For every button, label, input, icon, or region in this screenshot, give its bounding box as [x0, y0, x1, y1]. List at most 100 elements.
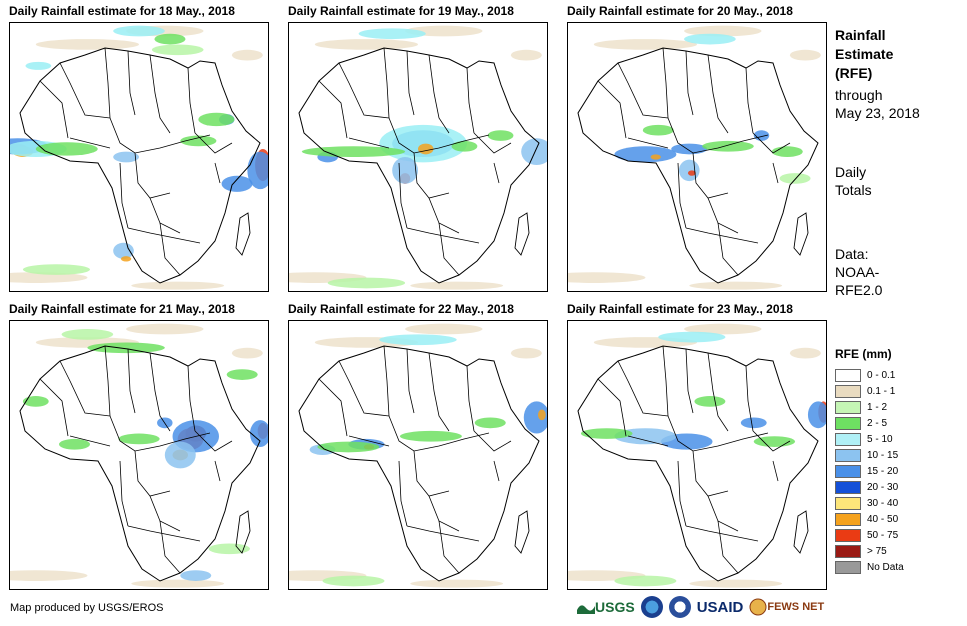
rain-area	[392, 157, 418, 184]
africa-outline	[19, 47, 261, 284]
usgs-text: USGS	[595, 599, 635, 615]
panel-title: Daily Rainfall estimate for 20 May., 201…	[567, 4, 793, 18]
rain-area	[22, 396, 49, 407]
rain-area	[650, 154, 661, 160]
country-border	[149, 352, 171, 432]
rain-area	[87, 342, 165, 354]
rain-area	[789, 347, 821, 359]
legend-swatch	[835, 496, 861, 510]
usaid-logo: USAID	[696, 598, 744, 616]
country-border	[159, 520, 181, 574]
country-border	[127, 348, 136, 414]
rain-area	[25, 61, 52, 70]
africa-outline	[577, 345, 819, 582]
country-border	[717, 222, 739, 276]
country-border	[398, 460, 408, 527]
rain-area	[35, 39, 139, 50]
africa-outline	[298, 345, 540, 582]
daily-label: Daily	[835, 164, 867, 180]
rain-area	[580, 428, 633, 439]
legend-swatch	[835, 560, 861, 574]
rain-area	[614, 575, 677, 587]
country-border	[772, 162, 779, 184]
country-border	[338, 62, 390, 119]
country-border	[667, 415, 769, 452]
legend-title: RFE (mm)	[835, 347, 892, 361]
fews-globe-icon	[749, 598, 767, 616]
country-border	[194, 132, 233, 154]
rain-area	[702, 140, 754, 152]
country-border	[662, 47, 669, 119]
country-border	[194, 430, 233, 452]
rain-area	[61, 329, 114, 340]
legend: RFE (mm) 0 - 0.1 0.1 - 1 1 - 2 2 - 5 5 - 10 1…	[835, 347, 904, 575]
country-border	[772, 460, 779, 482]
legend-swatch	[835, 368, 861, 382]
rain-area	[198, 112, 235, 127]
madagascar-outline	[793, 510, 809, 554]
rain-area	[180, 135, 217, 147]
usgs-wave-icon	[577, 605, 595, 614]
title-line: Estimate	[835, 46, 894, 62]
legend-swatch	[835, 464, 861, 478]
legend-row: 1 - 2	[835, 399, 904, 415]
country-border	[473, 132, 512, 154]
country-border	[438, 520, 460, 574]
country-border	[707, 54, 729, 134]
legend-row: 0 - 0.1	[835, 367, 904, 383]
credit-text: Map produced by USGS/EROS	[10, 602, 164, 614]
rain-area	[593, 39, 697, 50]
country-border	[149, 54, 171, 134]
country-border	[214, 162, 221, 184]
legend-row: 0.1 - 1	[835, 383, 904, 399]
rain-area	[807, 401, 826, 429]
rain-area	[231, 49, 263, 61]
country-border	[119, 162, 129, 229]
rain-area	[131, 579, 225, 588]
country-border	[134, 450, 171, 497]
country-border	[685, 348, 694, 414]
rainfall-map	[9, 320, 269, 590]
rain-area	[164, 441, 196, 469]
country-border	[39, 378, 69, 437]
through-label: through	[835, 87, 883, 103]
country-border	[438, 222, 460, 276]
rain-area	[753, 130, 770, 141]
rain-area	[418, 143, 434, 155]
rain-area	[410, 579, 504, 588]
rain-area	[689, 281, 783, 290]
rain-area	[322, 575, 385, 587]
rain-area	[568, 272, 646, 283]
country-border	[406, 50, 415, 116]
title-line: (RFE)	[835, 65, 873, 81]
rain-area	[22, 264, 90, 275]
fews-net-text: FEWS NET	[767, 601, 825, 613]
rain-area	[301, 146, 406, 157]
legend-label: 30 - 40	[867, 497, 899, 509]
rain-area	[671, 143, 708, 155]
rain-area	[658, 331, 726, 343]
rain-area	[487, 130, 514, 141]
country-border	[473, 430, 512, 452]
rain-area	[687, 170, 696, 176]
rain-area	[779, 173, 811, 184]
rain-area	[510, 49, 542, 61]
country-border	[617, 62, 669, 119]
country-border	[493, 460, 500, 482]
noaa-logo-icon	[640, 596, 663, 618]
country-border	[69, 137, 111, 149]
country-border	[677, 460, 687, 527]
country-border	[413, 450, 450, 497]
country-border	[109, 415, 211, 452]
rain-area	[694, 396, 726, 407]
country-border	[127, 227, 201, 244]
country-border	[406, 525, 480, 542]
rain-area	[474, 417, 506, 429]
rain-area	[405, 323, 483, 335]
rain-area	[249, 420, 268, 447]
country-border	[39, 80, 69, 139]
legend-row: 10 - 15	[835, 447, 904, 463]
country-border	[348, 137, 390, 149]
legend-row: > 75	[835, 543, 904, 559]
legend-swatch	[835, 432, 861, 446]
